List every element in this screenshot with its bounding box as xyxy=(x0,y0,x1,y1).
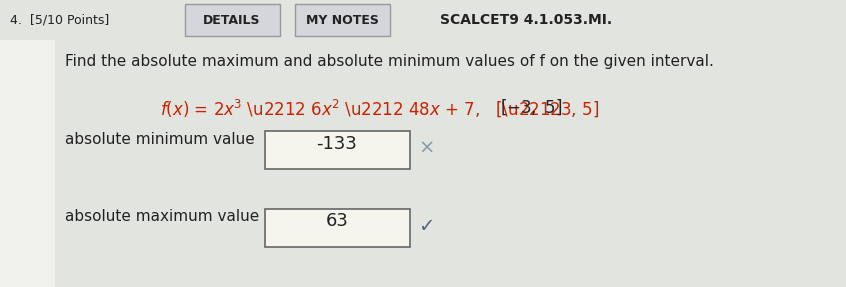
FancyBboxPatch shape xyxy=(185,4,280,36)
FancyBboxPatch shape xyxy=(295,4,390,36)
FancyBboxPatch shape xyxy=(265,131,410,169)
Text: absolute minimum value: absolute minimum value xyxy=(65,132,255,147)
Text: ×: × xyxy=(418,139,434,158)
Text: -133: -133 xyxy=(316,135,358,153)
Text: absolute maximum value: absolute maximum value xyxy=(65,209,259,224)
Text: 63: 63 xyxy=(326,212,349,230)
FancyBboxPatch shape xyxy=(265,209,410,247)
Text: Find the absolute maximum and absolute minimum values of f on the given interval: Find the absolute maximum and absolute m… xyxy=(65,54,714,69)
FancyBboxPatch shape xyxy=(0,40,55,287)
Text: 4.  [5/10 Points]: 4. [5/10 Points] xyxy=(10,13,109,27)
Text: $[-3,\ 5]$: $[-3,\ 5]$ xyxy=(500,97,563,117)
Text: MY NOTES: MY NOTES xyxy=(305,13,378,27)
Text: DETAILS: DETAILS xyxy=(203,13,261,27)
Text: $\mathit{f}$($\mathit{x}$) = 2$\mathit{x}$$^3$ \u2212 6$\mathit{x}$$^2$ \u2212 4: $\mathit{f}$($\mathit{x}$) = 2$\mathit{x… xyxy=(160,97,599,119)
Text: SCALCET9 4.1.053.MI.: SCALCET9 4.1.053.MI. xyxy=(440,13,613,27)
Text: ✓: ✓ xyxy=(418,217,434,236)
